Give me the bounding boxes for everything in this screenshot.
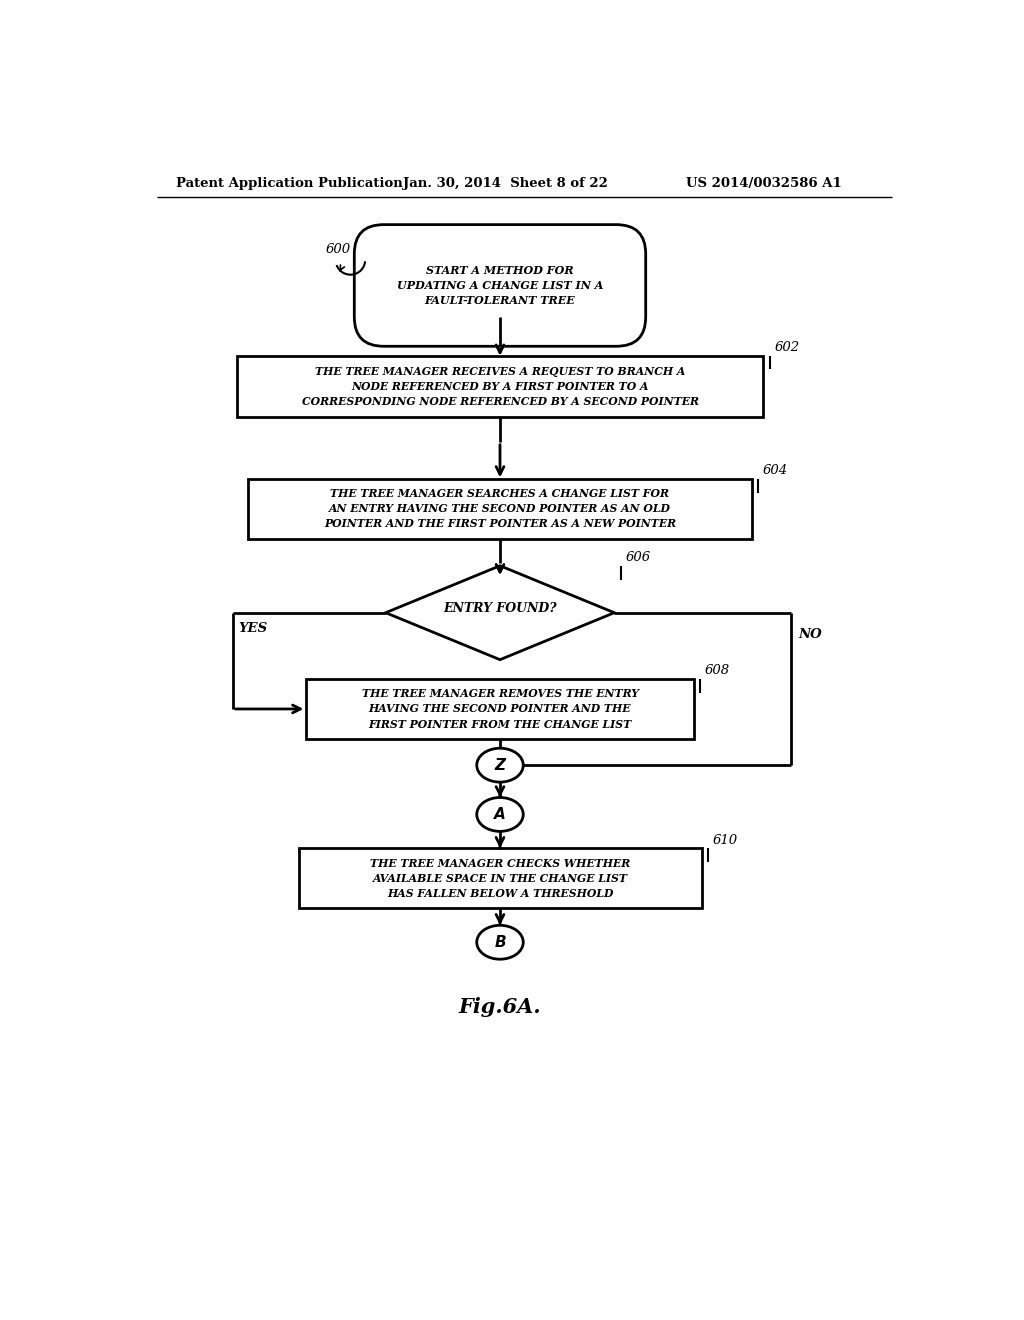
Text: 602: 602 [774,341,800,354]
Text: B: B [495,935,506,950]
Bar [248,479,752,539]
Text: Jan. 30, 2014  Sheet 8 of 22: Jan. 30, 2014 Sheet 8 of 22 [403,177,608,190]
Ellipse shape [477,925,523,960]
Bar [306,678,693,739]
Bar [237,355,764,417]
Polygon shape [386,566,614,660]
Ellipse shape [477,797,523,832]
Text: Patent Application Publication: Patent Application Publication [176,177,402,190]
Text: THE TREE MANAGER CHECKS WHETHER
AVAILABLE SPACE IN THE CHANGE LIST
HAS FALLEN BE: THE TREE MANAGER CHECKS WHETHER AVAILABL… [370,858,630,899]
Text: US 2014/0032586 A1: US 2014/0032586 A1 [686,177,842,190]
Text: Fig.6A.: Fig.6A. [459,997,542,1016]
Text: THE TREE MANAGER SEARCHES A CHANGE LIST FOR
AN ENTRY HAVING THE SECOND POINTER A: THE TREE MANAGER SEARCHES A CHANGE LIST … [324,488,676,529]
Text: ENTRY FOUND?: ENTRY FOUND? [443,602,557,615]
Ellipse shape [477,748,523,781]
Text: 606: 606 [626,552,650,564]
Bar [299,849,701,908]
Text: NO: NO [799,628,822,642]
Text: YES: YES [238,622,267,635]
Text: 600: 600 [326,243,351,256]
Text: THE TREE MANAGER REMOVES THE ENTRY
HAVING THE SECOND POINTER AND THE
FIRST POINT: THE TREE MANAGER REMOVES THE ENTRY HAVIN… [361,689,639,730]
Text: A: A [495,807,506,822]
Text: 610: 610 [713,834,737,847]
FancyBboxPatch shape [354,224,646,346]
Text: Z: Z [495,758,506,772]
Text: THE TREE MANAGER RECEIVES A REQUEST TO BRANCH A
NODE REFERENCED BY A FIRST POINT: THE TREE MANAGER RECEIVES A REQUEST TO B… [301,366,698,407]
Text: START A METHOD FOR
UPDATING A CHANGE LIST IN A
FAULT-TOLERANT TREE: START A METHOD FOR UPDATING A CHANGE LIS… [397,265,603,306]
Text: 604: 604 [763,465,787,478]
Text: 608: 608 [705,664,730,677]
